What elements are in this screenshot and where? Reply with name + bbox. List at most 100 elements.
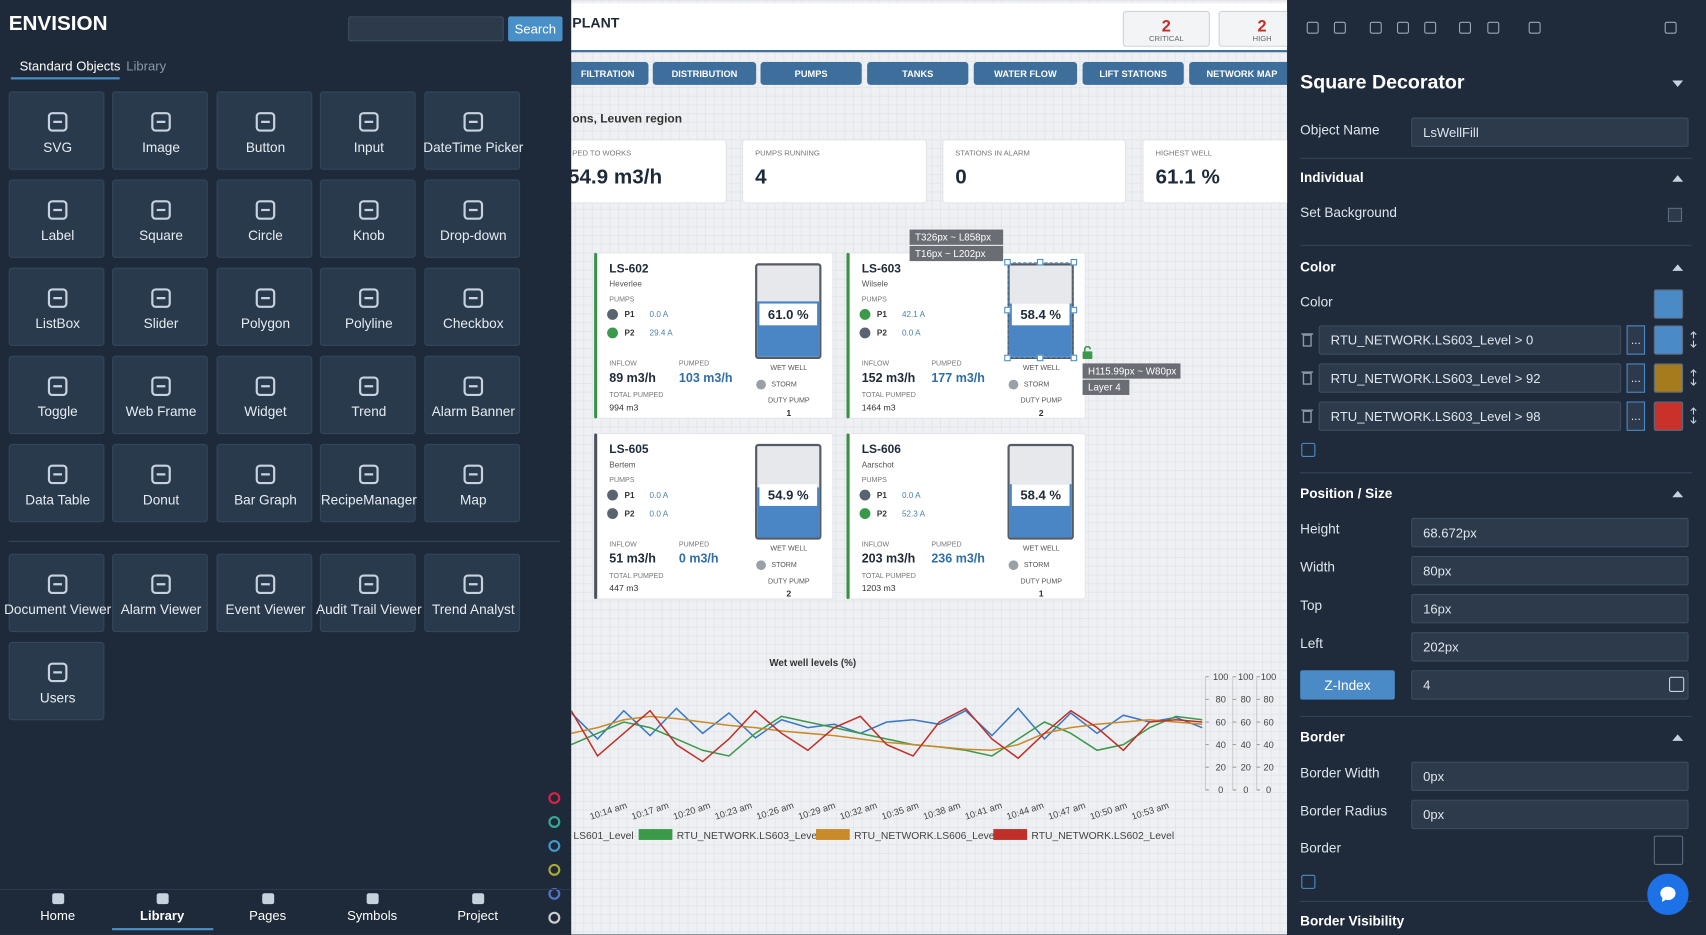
toolbar-icon[interactable] bbox=[1333, 21, 1346, 34]
object-tile[interactable]: Polygon bbox=[216, 267, 313, 346]
nav-tab[interactable]: TANKS bbox=[867, 62, 969, 85]
object-tile[interactable]: Audit Trail Viewer bbox=[316, 553, 422, 633]
object-tile[interactable]: Drop-down bbox=[424, 179, 521, 258]
checkbox[interactable] bbox=[1669, 676, 1685, 692]
resize-handle[interactable] bbox=[1070, 258, 1078, 266]
expression-input[interactable]: RTU_NETWORK.LS603_Level > 92 bbox=[1318, 363, 1622, 393]
more-button[interactable]: ... bbox=[1626, 363, 1646, 393]
resize-handle[interactable] bbox=[1004, 306, 1011, 314]
add-button[interactable] bbox=[1301, 442, 1316, 457]
toolbar-icon[interactable] bbox=[1487, 21, 1500, 34]
nav-icon[interactable] bbox=[366, 893, 379, 905]
text-input[interactable]: 0px bbox=[1411, 799, 1689, 830]
nav-tab[interactable]: FILTRATION bbox=[566, 62, 649, 85]
text-input[interactable]: 16px bbox=[1411, 594, 1689, 624]
resize-handle[interactable] bbox=[1004, 258, 1011, 266]
object-tile[interactable]: DateTime Picker bbox=[423, 91, 523, 170]
object-tile[interactable]: Label bbox=[8, 179, 105, 258]
object-tile[interactable]: Toggle bbox=[8, 355, 105, 435]
search-button[interactable]: Search bbox=[508, 16, 563, 42]
object-tile[interactable]: Users bbox=[8, 641, 105, 721]
add-button[interactable] bbox=[1301, 874, 1316, 889]
object-tile[interactable]: Polyline bbox=[319, 267, 416, 346]
more-button[interactable]: ... bbox=[1626, 325, 1646, 355]
nav-item[interactable]: Home bbox=[40, 908, 76, 924]
toolbar-icon[interactable] bbox=[1424, 21, 1437, 34]
resize-handle[interactable] bbox=[1070, 354, 1078, 362]
object-tile[interactable]: Web Frame bbox=[112, 355, 208, 435]
object-tile[interactable]: Data Table bbox=[8, 443, 105, 523]
text-input[interactable]: 4 bbox=[1411, 670, 1689, 700]
object-tile[interactable]: Square bbox=[112, 179, 208, 258]
zindex-button[interactable]: Z-Index bbox=[1300, 670, 1395, 700]
toolbar-icon[interactable] bbox=[1369, 21, 1382, 34]
object-tile[interactable]: Trend Analyst bbox=[424, 553, 521, 633]
chat-button[interactable] bbox=[1647, 873, 1689, 916]
object-tile[interactable]: Event Viewer bbox=[216, 553, 313, 633]
color-swatch[interactable] bbox=[1653, 835, 1684, 865]
tab[interactable]: Library bbox=[126, 58, 167, 74]
nav-tab[interactable]: WATER FLOW bbox=[973, 62, 1078, 85]
text-input[interactable]: LsWellFill bbox=[1411, 117, 1689, 147]
color-swatch[interactable] bbox=[1653, 401, 1684, 431]
nav-tab[interactable]: LIFT STATIONS bbox=[1082, 62, 1184, 85]
tool-icon[interactable] bbox=[548, 863, 561, 876]
nav-item[interactable]: Project bbox=[457, 908, 498, 924]
object-tile[interactable]: Donut bbox=[112, 443, 208, 523]
tool-icon[interactable] bbox=[548, 911, 561, 924]
object-tile[interactable]: Slider bbox=[112, 267, 208, 346]
object-tile[interactable]: Knob bbox=[319, 179, 416, 258]
nav-item[interactable]: Library bbox=[139, 908, 185, 924]
resize-handle[interactable] bbox=[1036, 258, 1044, 266]
nav-tab[interactable]: PUMPS bbox=[760, 62, 862, 85]
resize-handle[interactable] bbox=[1004, 354, 1011, 362]
color-swatch[interactable] bbox=[1653, 289, 1684, 319]
text-input[interactable]: 202px bbox=[1411, 632, 1689, 662]
text-input[interactable]: 0px bbox=[1411, 761, 1689, 791]
object-tile[interactable]: Alarm Banner bbox=[424, 355, 521, 435]
color-swatch[interactable] bbox=[1653, 325, 1684, 355]
object-tile[interactable]: Checkbox bbox=[424, 267, 521, 346]
nav-icon[interactable] bbox=[156, 893, 169, 905]
text-input[interactable]: 68.672px bbox=[1411, 517, 1689, 548]
checkbox[interactable] bbox=[1667, 207, 1683, 222]
object-tile[interactable]: Input bbox=[319, 91, 416, 170]
object-tile[interactable]: Document Viewer bbox=[4, 553, 111, 633]
resize-handle[interactable] bbox=[1036, 354, 1044, 362]
object-tile[interactable]: Widget bbox=[216, 355, 313, 435]
toolbar-icon[interactable] bbox=[1459, 21, 1471, 34]
object-tile[interactable]: Circle bbox=[216, 179, 313, 258]
nav-icon[interactable] bbox=[52, 893, 65, 905]
more-button[interactable]: ... bbox=[1626, 401, 1646, 431]
object-tile[interactable]: Alarm Viewer bbox=[112, 553, 208, 633]
nav-icon[interactable] bbox=[262, 893, 275, 905]
toolbar-icon[interactable] bbox=[1664, 21, 1677, 34]
object-tile[interactable]: Map bbox=[424, 443, 521, 523]
nav-tab[interactable]: NETWORK MAP bbox=[1189, 62, 1295, 85]
total-pumped: 447 m3 bbox=[609, 583, 639, 594]
object-tile[interactable]: SVG bbox=[8, 91, 105, 170]
toolbar-icon[interactable] bbox=[1306, 21, 1319, 34]
resize-handle[interactable] bbox=[1070, 306, 1078, 314]
expression-input[interactable]: RTU_NETWORK.LS603_Level > 98 bbox=[1318, 401, 1622, 431]
nav-tab[interactable]: DISTRIBUTION bbox=[652, 62, 757, 85]
text-input[interactable]: 80px bbox=[1411, 555, 1689, 586]
tool-icon[interactable] bbox=[548, 839, 561, 852]
object-tile[interactable]: ListBox bbox=[8, 267, 105, 346]
nav-icon[interactable] bbox=[472, 893, 485, 905]
toolbar-icon[interactable] bbox=[1397, 21, 1409, 34]
nav-item[interactable]: Pages bbox=[249, 908, 287, 924]
object-tile[interactable]: Bar Graph bbox=[216, 443, 313, 523]
toolbar-icon[interactable] bbox=[1528, 21, 1541, 34]
tool-icon[interactable] bbox=[548, 816, 561, 828]
object-tile[interactable]: Image bbox=[112, 91, 208, 170]
object-tile[interactable]: Button bbox=[216, 91, 313, 170]
tool-icon[interactable] bbox=[548, 792, 561, 805]
nav-item[interactable]: Symbols bbox=[347, 908, 398, 924]
object-tile[interactable]: RecipeManager bbox=[319, 443, 417, 523]
color-swatch[interactable] bbox=[1653, 363, 1684, 393]
object-tile[interactable]: Trend bbox=[319, 355, 416, 435]
search-input[interactable] bbox=[348, 16, 504, 42]
tab[interactable]: Standard Objects bbox=[19, 58, 121, 74]
expression-input[interactable]: RTU_NETWORK.LS603_Level > 0 bbox=[1318, 325, 1622, 355]
